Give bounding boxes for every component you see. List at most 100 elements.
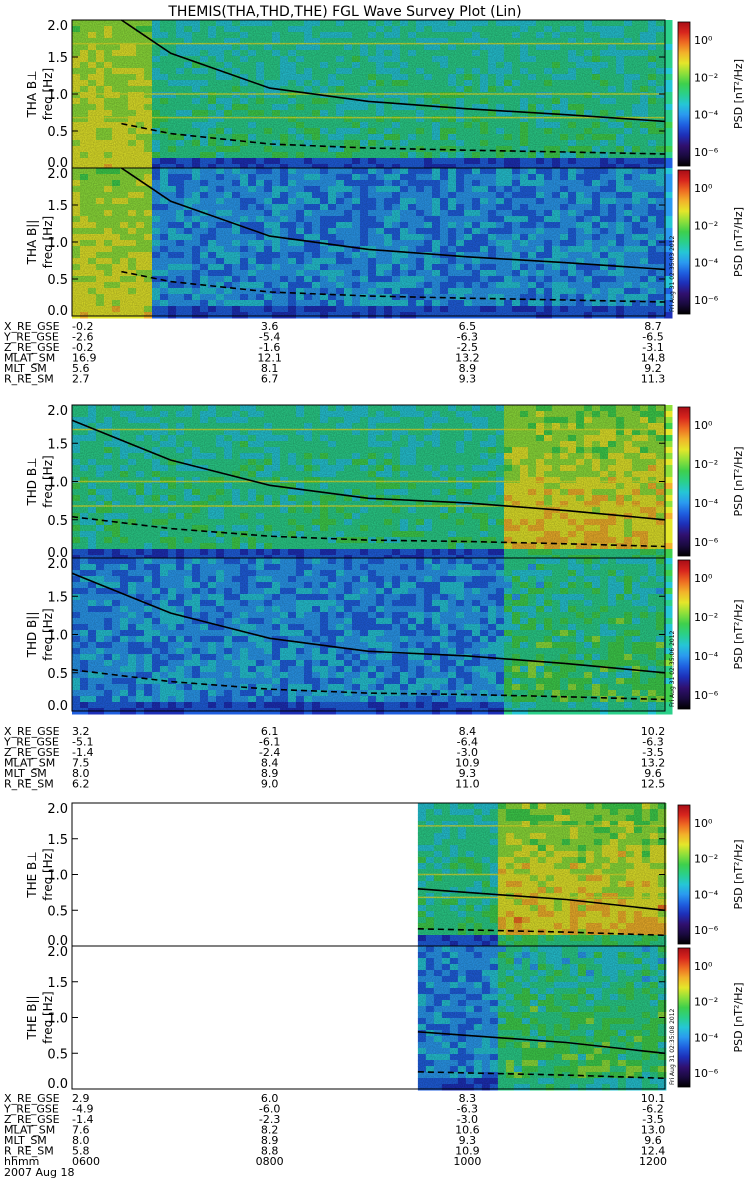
ephemeris-value: 10.9 bbox=[455, 757, 480, 770]
ephemeris-name: R_RE_SM bbox=[4, 778, 54, 791]
y-tick-label: 0.0 bbox=[47, 156, 68, 171]
ephemeris-name: R_RE_SM bbox=[4, 373, 54, 386]
ephemeris-value: 6.2 bbox=[72, 778, 90, 791]
colorbar-tick: 10⁻² bbox=[694, 219, 718, 232]
ephemeris-value: -6.2 bbox=[642, 1103, 663, 1116]
ephemeris-value: 2.9 bbox=[72, 1092, 90, 1105]
fce-curve-dashed bbox=[121, 122, 666, 155]
ephemeris-value: 8.2 bbox=[261, 1124, 279, 1137]
colorbar-tick: 10⁻⁶ bbox=[694, 1067, 719, 1080]
ephemeris-value: 10.2 bbox=[641, 725, 666, 738]
y-tick-label: 0.0 bbox=[47, 699, 68, 714]
y-tick-label: 2.0 bbox=[47, 404, 68, 419]
colorbar: 10⁰ 10⁻² 10⁻⁴ 10⁻⁶ PSD [nT²/Hz] bbox=[677, 947, 745, 1088]
ephemeris-value: 12.4 bbox=[641, 1145, 666, 1158]
fce-curve-solid bbox=[417, 1031, 666, 1055]
y-tick-label: 1.0 bbox=[47, 869, 68, 884]
y-tick-label: 1.5 bbox=[47, 976, 68, 991]
ephemeris-value: -2.6 bbox=[72, 331, 93, 344]
ephemeris-value: 5.6 bbox=[72, 362, 90, 375]
ephemeris-value: 9.3 bbox=[459, 373, 477, 386]
colorbar-tick: 10⁻⁴ bbox=[694, 109, 719, 122]
colorbar: 10⁰ 10⁻² 10⁻⁴ 10⁻⁶ PSD [nT²/Hz] bbox=[677, 169, 745, 315]
colorbar-tick: 10⁻⁴ bbox=[694, 888, 719, 901]
ephemeris-value: 8.8 bbox=[261, 1145, 279, 1158]
ephemeris-name: MLT_SM bbox=[4, 1134, 47, 1147]
ephemeris-value: 9.6 bbox=[644, 767, 662, 780]
ephemeris-value: 6.5 bbox=[459, 320, 477, 333]
colorbar-tick: 10⁻² bbox=[694, 458, 718, 471]
fce-curve-solid bbox=[417, 888, 666, 912]
y-tick-label: 1.0 bbox=[47, 88, 68, 103]
freq-axis-label: freq [Hz] bbox=[41, 608, 55, 660]
freq-axis-label: freq [Hz] bbox=[41, 991, 55, 1043]
colorbar-tick: 10⁰ bbox=[694, 960, 713, 973]
ephemeris-name: Y_RE_GSE bbox=[3, 331, 59, 344]
ephemeris-value: -3.0 bbox=[457, 1113, 478, 1126]
colorbar-tick: 10⁰ bbox=[694, 34, 713, 47]
colorbar: 10⁰ 10⁻² 10⁻⁴ 10⁻⁶ PSD [nT²/Hz] bbox=[677, 406, 745, 557]
y-tick-label: 1.5 bbox=[47, 51, 68, 66]
ephemeris-value: 3.2 bbox=[72, 725, 90, 738]
ephemeris-value: -0.2 bbox=[72, 320, 93, 333]
colorbar-label: PSD [nT²/Hz] bbox=[732, 207, 745, 277]
ephemeris-value: 8.1 bbox=[261, 362, 279, 375]
colorbar-label: PSD [nT²/Hz] bbox=[732, 839, 745, 909]
ephemeris-value: 10.9 bbox=[455, 1145, 480, 1158]
fce-curve-solid bbox=[120, 167, 666, 271]
ephemeris-value: 8.4 bbox=[261, 757, 279, 770]
y-tick-label: 1.0 bbox=[47, 629, 68, 644]
ephemeris-value: 6.0 bbox=[261, 1092, 279, 1105]
time-axis-label: hhmm bbox=[4, 1155, 39, 1168]
ephemeris-value: -3.5 bbox=[642, 746, 663, 759]
freq-axis-label: freq [Hz] bbox=[41, 848, 55, 900]
freq-axis-label: freq [Hz] bbox=[41, 216, 55, 268]
y-tick-label: 0.5 bbox=[47, 125, 68, 140]
colorbar-tick: 10⁰ bbox=[694, 572, 713, 585]
ephemeris-value: 11.0 bbox=[455, 778, 480, 791]
ephemeris-name: MLAT_SM bbox=[4, 352, 55, 365]
ephemeris-value: -6.1 bbox=[259, 736, 280, 749]
ephemeris-name: Z_RE_GSE bbox=[4, 746, 60, 759]
ephemeris-value: -2.5 bbox=[457, 341, 478, 354]
ephemeris-name: MLT_SM bbox=[4, 362, 47, 375]
ephemeris-name: Z_RE_GSE bbox=[4, 1113, 60, 1126]
ephemeris-name: X_RE_GSE bbox=[4, 725, 60, 738]
spectrogram-label: THE B⊥ bbox=[25, 851, 39, 898]
ephemeris-value: -2.3 bbox=[259, 1113, 280, 1126]
ephemeris-value: -5.4 bbox=[259, 331, 280, 344]
ephemeris-name: R_RE_SM bbox=[4, 1145, 54, 1158]
ephemeris-value: -6.0 bbox=[259, 1103, 280, 1116]
ephemeris-value: -3.5 bbox=[642, 1113, 663, 1126]
y-tick-label: 1.5 bbox=[47, 590, 68, 605]
y-tick-label: 0.5 bbox=[47, 273, 68, 288]
colorbar-tick: 10⁻⁴ bbox=[694, 497, 719, 510]
ephemeris-value: 8.0 bbox=[72, 1134, 90, 1147]
y-tick-label: 1.0 bbox=[47, 236, 68, 251]
y-tick-label: 2.0 bbox=[47, 19, 68, 34]
ephemeris-name: X_RE_GSE bbox=[4, 320, 60, 333]
colorbar: 10⁰ 10⁻² 10⁻⁴ 10⁻⁶ PSD [nT²/Hz] bbox=[677, 804, 745, 945]
ephemeris-value: 12.1 bbox=[257, 352, 282, 365]
time-tick-label: 1200 bbox=[639, 1155, 667, 1168]
ephemeris-value: -2.4 bbox=[259, 746, 280, 759]
ephemeris-table: X_RE_GSE 2.9 6.0 8.3 10.1 Y_RE_GSE -4.9 -6.0 -6.… bbox=[3, 1092, 665, 1158]
colorbar-tick: 10⁻² bbox=[694, 853, 718, 866]
ephemeris-value: -6.5 bbox=[642, 331, 663, 344]
ephemeris-value: -3.0 bbox=[457, 746, 478, 759]
fce-curve-dashed bbox=[71, 668, 666, 701]
ephemeris-value: 6.7 bbox=[261, 373, 279, 386]
spectrogram-label: THA B|| bbox=[25, 220, 39, 266]
ephemeris-value: 9.3 bbox=[459, 767, 477, 780]
ephemeris-value: 8.0 bbox=[72, 767, 90, 780]
spectrogram-label: THD B|| bbox=[25, 612, 39, 659]
y-tick-label: 2.0 bbox=[47, 557, 68, 572]
timestamp-stamp: Fri Aug 31 02:35:08 2012 bbox=[669, 1008, 676, 1085]
spectrogram-label: THD B⊥ bbox=[25, 457, 39, 506]
ephemeris-value: 8.3 bbox=[459, 1092, 477, 1105]
ephemeris-value: -1.6 bbox=[259, 341, 280, 354]
ephemeris-name: MLAT_SM bbox=[4, 757, 55, 770]
plot-title: THEMIS(THA,THD,THE) FGL Wave Survey Plot… bbox=[167, 4, 521, 20]
